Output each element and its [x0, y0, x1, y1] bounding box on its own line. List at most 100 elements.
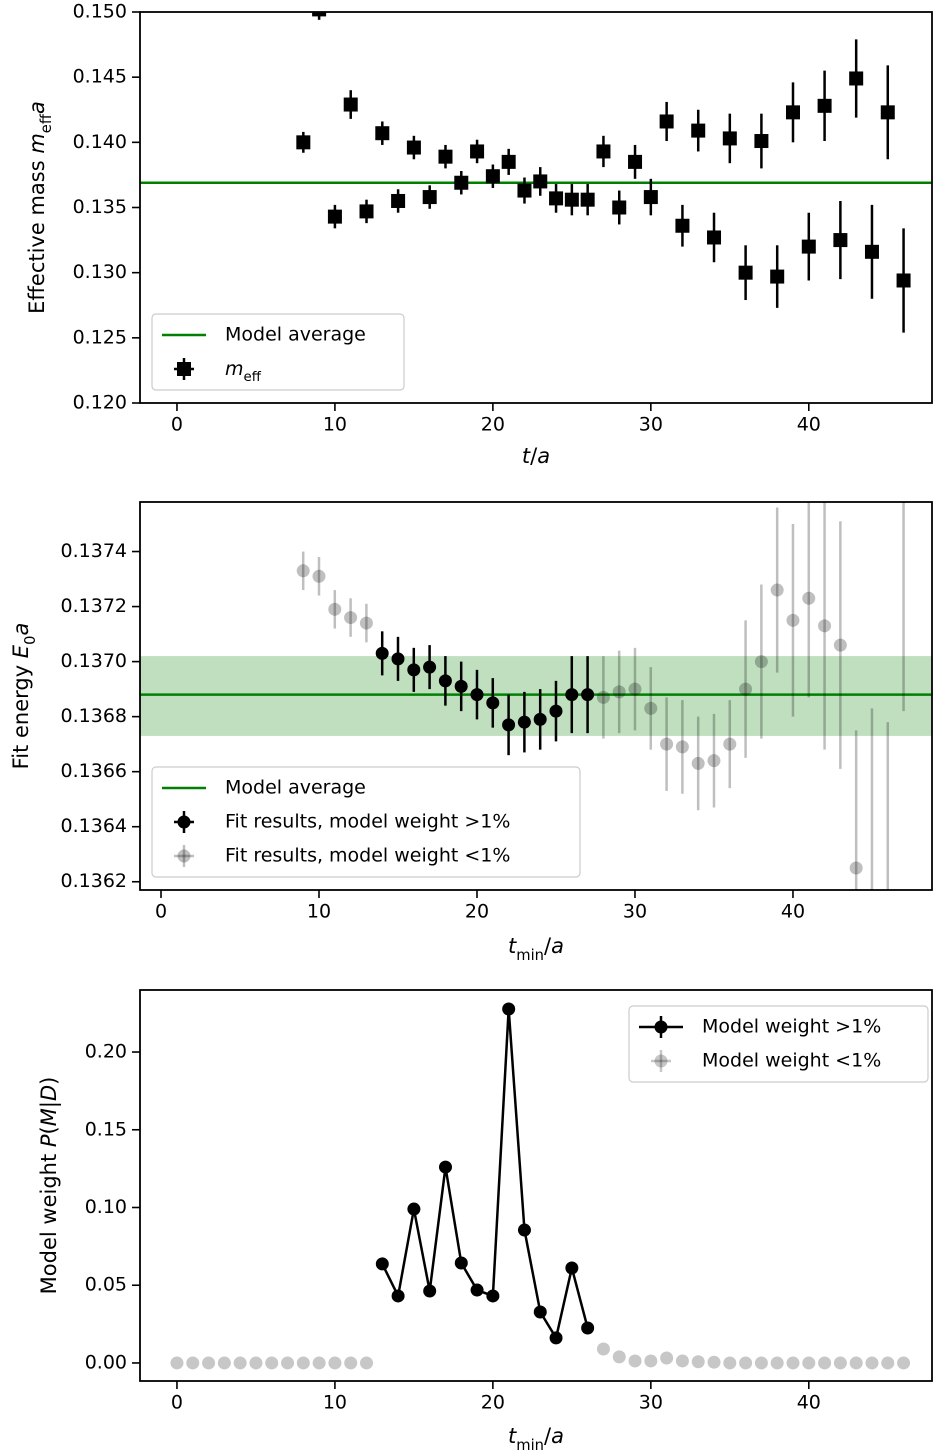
- marker: [675, 218, 690, 233]
- marker: [581, 688, 595, 702]
- marker: [438, 149, 453, 164]
- marker: [707, 230, 722, 245]
- marker: [454, 1256, 468, 1270]
- label-part: m: [25, 133, 49, 153]
- marker: [564, 192, 579, 207]
- x-tick-label: 10: [307, 901, 331, 923]
- marker: [770, 269, 785, 284]
- label-part: a: [537, 444, 550, 468]
- marker: [675, 1354, 689, 1368]
- label-part: M: [37, 1108, 61, 1126]
- marker: [818, 1356, 832, 1370]
- label-part: m: [225, 358, 244, 380]
- plot-area: [170, 1002, 911, 1370]
- marker: [849, 1356, 863, 1370]
- x-tick-label: 20: [481, 414, 505, 436]
- marker: [580, 192, 595, 207]
- marker: [654, 1054, 668, 1068]
- marker: [502, 718, 516, 732]
- marker: [612, 1350, 626, 1364]
- marker: [770, 583, 784, 597]
- marker: [486, 696, 500, 710]
- marker: [327, 209, 342, 224]
- marker: [754, 655, 768, 669]
- marker: [849, 861, 863, 875]
- label-part: t: [508, 1424, 517, 1448]
- x-axis-label: tmin/a: [508, 1424, 564, 1454]
- marker: [549, 191, 564, 206]
- marker: [549, 1331, 563, 1345]
- marker: [470, 688, 484, 702]
- label-part: |: [37, 1101, 62, 1108]
- marker: [549, 704, 563, 718]
- marker: [596, 144, 611, 159]
- marker: [186, 1356, 200, 1370]
- marker: [581, 1321, 595, 1335]
- x-tick-label: 40: [797, 1392, 821, 1414]
- marker: [770, 1356, 784, 1370]
- marker: [707, 754, 721, 768]
- marker: [296, 564, 310, 578]
- marker: [486, 1289, 500, 1303]
- x-tick-label: 40: [797, 414, 821, 436]
- marker: [249, 1356, 263, 1370]
- marker: [533, 1305, 547, 1319]
- label-part: Effective mass: [25, 154, 49, 314]
- y-tick-label: 0.1362: [61, 870, 127, 892]
- legend-box: [151, 313, 405, 391]
- marker: [675, 740, 689, 754]
- marker: [802, 1356, 816, 1370]
- y-tick-label: 0.1374: [61, 540, 127, 562]
- y-tick-label: 0.00: [85, 1351, 127, 1373]
- marker: [833, 233, 848, 248]
- marker: [707, 1355, 721, 1369]
- marker: [785, 105, 800, 120]
- marker: [865, 1356, 879, 1370]
- y-tick-label: 0.1372: [61, 595, 127, 617]
- legend: Model average Fit results, model weight >…: [151, 766, 581, 878]
- marker: [375, 646, 389, 660]
- marker: [501, 154, 516, 169]
- label-part: P: [37, 1134, 61, 1147]
- marker: [739, 682, 753, 696]
- panel: 0 10 20 30 40 0.1362 0.1364 0.1366 0.1368 0.1370 0…: [9, 501, 933, 964]
- marker: [344, 611, 358, 625]
- marker: [659, 114, 674, 129]
- label-part: a: [551, 934, 564, 958]
- marker: [628, 154, 643, 169]
- marker: [407, 663, 421, 677]
- marker: [802, 591, 816, 605]
- marker: [833, 638, 847, 652]
- marker: [817, 98, 832, 113]
- label-part: min: [516, 1437, 544, 1454]
- label-part: 0: [22, 636, 39, 645]
- marker: [202, 1356, 216, 1370]
- marker: [881, 1356, 895, 1370]
- marker: [596, 690, 610, 704]
- marker: [502, 1002, 516, 1016]
- x-tick-label: 0: [171, 414, 183, 436]
- axes-frame: [139, 989, 933, 1382]
- legend-label: Fit results, model weight <1%: [225, 845, 510, 867]
- label-part: ): [37, 1077, 61, 1085]
- x-tick-label: 0: [171, 1392, 183, 1414]
- label-part: a: [25, 101, 49, 114]
- marker: [375, 126, 390, 141]
- marker: [344, 1356, 358, 1370]
- label-part: /: [544, 934, 552, 958]
- marker: [296, 135, 311, 150]
- legend-box: [151, 766, 581, 878]
- y-tick-label: 0.05: [85, 1274, 127, 1296]
- marker: [612, 685, 626, 699]
- marker: [644, 1354, 658, 1368]
- marker: [643, 190, 658, 205]
- x-tick-label: 30: [623, 901, 647, 923]
- marker: [177, 362, 191, 376]
- x-tick-label: 0: [155, 901, 167, 923]
- marker: [406, 140, 421, 155]
- marker: [723, 737, 737, 751]
- marker: [407, 1202, 421, 1216]
- marker: [470, 1283, 484, 1297]
- marker: [612, 200, 627, 215]
